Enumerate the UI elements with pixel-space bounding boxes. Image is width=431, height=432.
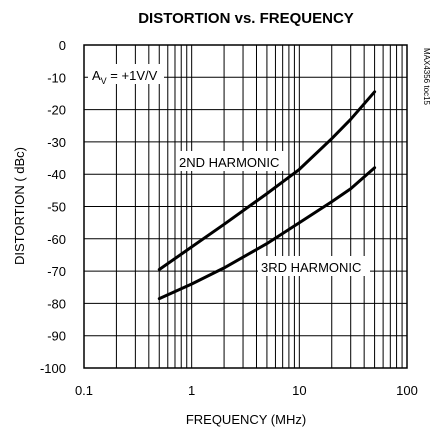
y-tick-label-4: -40 [47, 167, 66, 182]
series-layer [157, 90, 377, 301]
series-label-2nd-bg [176, 151, 288, 171]
y-tick-label-5: -50 [47, 200, 66, 215]
x-axis-label: FREQUENCY (MHz) [186, 412, 306, 427]
x-tick-label-0: 0.1 [75, 383, 93, 398]
series-label-3rd-bg [258, 256, 370, 276]
x-tick-label-1: 1 [188, 383, 195, 398]
y-tick-label-1: -10 [47, 70, 66, 85]
y-tick-label-0: 0 [59, 38, 66, 53]
grid-lines [83, 44, 407, 369]
y-tick-label-6: -60 [47, 232, 66, 247]
x-tick-label-3: 100 [396, 383, 418, 398]
y-tick-label-2: -20 [47, 103, 66, 118]
y-tick-label-3: -30 [47, 135, 66, 150]
y-axis-label: DISTORTION ( dBc) [12, 147, 27, 265]
series-label-3rd: 3RD HARMONIC [261, 260, 361, 275]
code-label: MAX4356 toc15 [422, 48, 431, 105]
condition-label: AV = +1V/V [92, 68, 158, 86]
y-tick-label-9: -90 [47, 329, 66, 344]
x-tick-label-2: 10 [292, 383, 306, 398]
series-label-2nd: 2ND HARMONIC [179, 155, 279, 170]
y-tick-label-10: -100 [40, 361, 66, 376]
y-tick-label-8: -80 [47, 296, 66, 311]
chart-title: DISTORTION vs. FREQUENCY [138, 10, 354, 27]
series-line-3rd-harmonic [157, 166, 377, 301]
y-tick-labels: 0 -10 -20 -30 -40 -50 -60 -70 -80 -90 -100 [40, 38, 66, 376]
code-label-bg [416, 46, 426, 108]
x-tick-labels: 0.1 1 10 100 [75, 383, 418, 398]
plot-frame [83, 44, 408, 369]
y-tick-label-7: -70 [47, 264, 66, 279]
condition-label-bg [88, 64, 164, 84]
series-line-2nd-harmonic [157, 90, 377, 271]
